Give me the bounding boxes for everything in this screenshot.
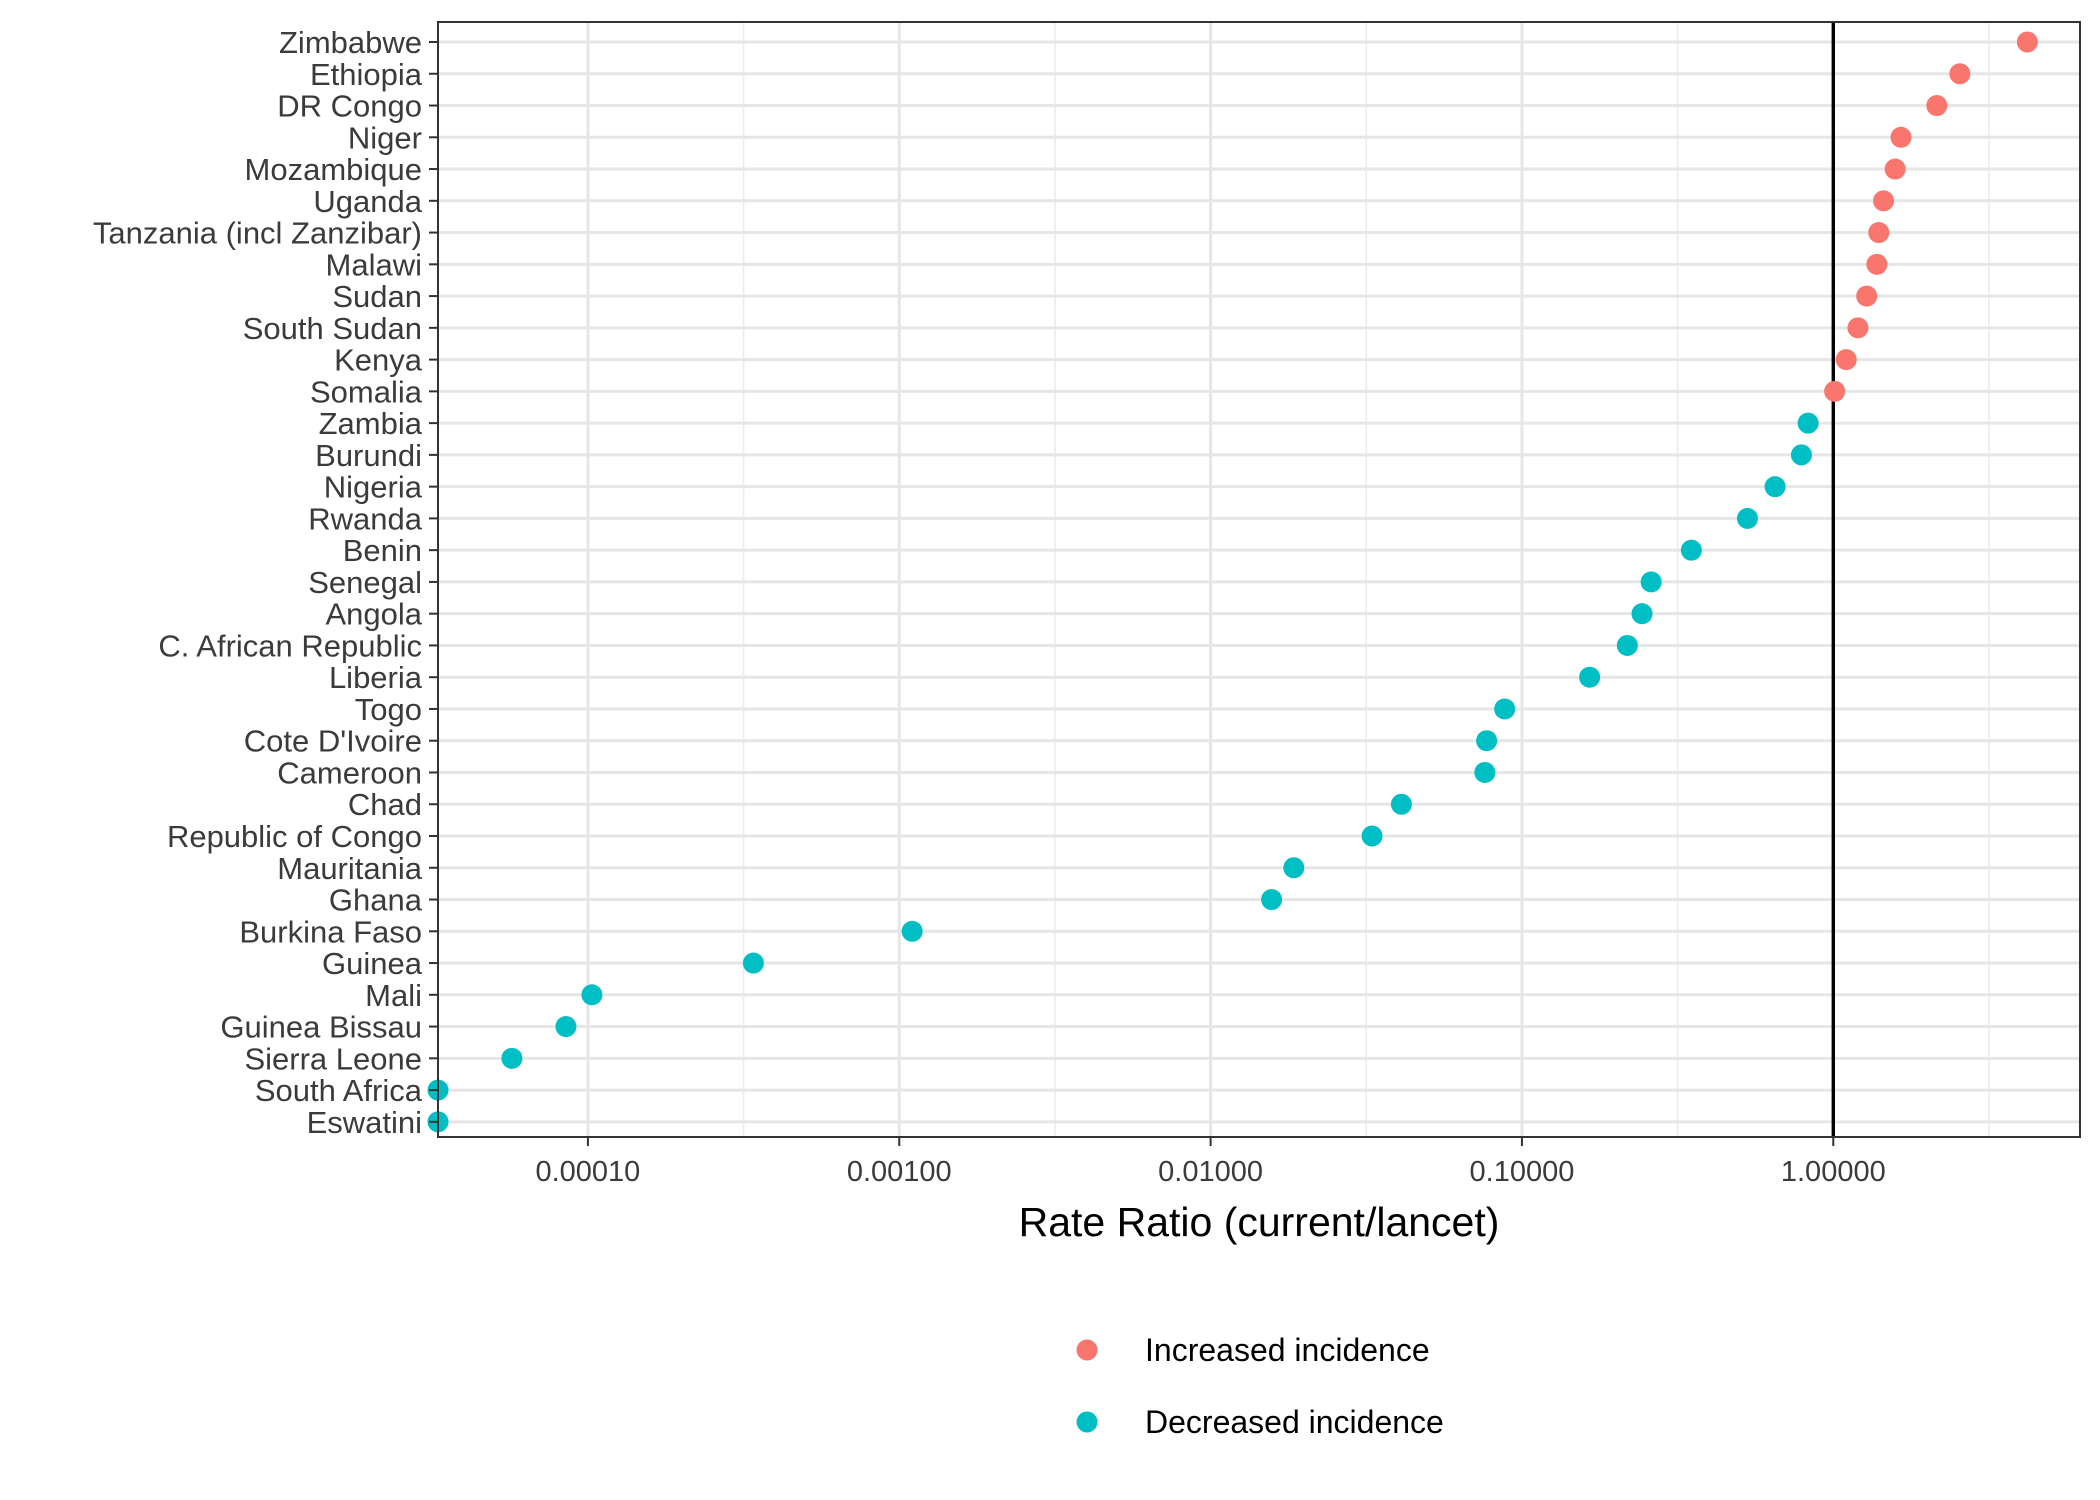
y-tick-label: Rwanda: [308, 501, 422, 536]
data-point: [1736, 507, 1758, 529]
y-tick-label: Tanzania (incl Zanzibar): [93, 216, 422, 251]
y-tick-label: Nigeria: [324, 470, 423, 505]
plot-border: [437, 21, 2081, 1138]
y-tick-label: Sudan: [332, 279, 422, 314]
data-point: [2016, 31, 2038, 53]
y-tick-label: Kenya: [334, 343, 423, 378]
data-point: [1283, 857, 1305, 879]
plot-panel: [438, 22, 2080, 1137]
plot-background: [438, 22, 2080, 1137]
data-point: [1476, 730, 1498, 752]
minor-gridlines: [742, 22, 1990, 1137]
y-tick-label: Malawi: [326, 247, 422, 282]
data-point: [1790, 444, 1812, 466]
y-tick-label: Mozambique: [245, 152, 422, 187]
y-tick-label: Ethiopia: [310, 57, 423, 92]
legend-key: [1076, 1411, 1098, 1433]
legend-label: Increased incidence: [1145, 1332, 1430, 1368]
y-tick-label: Burundi: [315, 438, 422, 473]
y-tick-label: DR Congo: [277, 89, 422, 124]
y-tick-label: Sierra Leone: [244, 1041, 422, 1076]
y-tick-label: Ghana: [329, 883, 423, 918]
x-tick-label: 0.00100: [847, 1156, 952, 1188]
y-tick-label: Zambia: [319, 406, 423, 441]
y-tick-label: Cameroon: [277, 755, 422, 790]
data-points: [427, 31, 2038, 1133]
data-point: [1847, 317, 1869, 339]
data-point: [501, 1047, 523, 1069]
data-point: [1797, 412, 1819, 434]
data-point: [1680, 539, 1702, 561]
x-axis-title: Rate Ratio (current/lancet): [1019, 1199, 1500, 1245]
plot-border-group: [437, 21, 2081, 1138]
data-point: [1631, 603, 1653, 625]
data-point: [1261, 889, 1283, 911]
y-tick-label: Senegal: [308, 565, 422, 600]
y-tick-label: Liberia: [329, 660, 423, 695]
y-tick-label: Chad: [348, 787, 422, 822]
x-tick-label: 1.00000: [1781, 1156, 1886, 1188]
y-tick-label: Mauritania: [277, 851, 422, 886]
y-tick-label: Republic of Congo: [167, 819, 422, 854]
y-tick-label: Niger: [348, 120, 422, 155]
y-tick-label: C. African Republic: [158, 628, 422, 663]
data-point: [1926, 95, 1948, 117]
y-tick-label: Somalia: [310, 374, 423, 409]
data-point: [1390, 793, 1412, 815]
data-point: [1764, 476, 1786, 498]
y-tick-label: Angola: [325, 597, 422, 632]
y-tick-label: Guinea Bissau: [220, 1010, 422, 1045]
y-tick-label: Cote D'Ivoire: [244, 724, 422, 759]
data-point: [1856, 285, 1878, 307]
data-point: [1640, 571, 1662, 593]
y-tick-label: Zimbabwe: [279, 25, 422, 60]
legend: Increased incidence Decreased incidence: [1076, 1332, 1444, 1440]
y-tick-label: Mali: [365, 978, 422, 1013]
y-tick-label: South Sudan: [243, 311, 422, 346]
y-tick-label: South Africa: [255, 1073, 423, 1108]
x-tick-label: 0.10000: [1470, 1156, 1575, 1188]
data-point: [1835, 349, 1857, 371]
x-tick-label: 0.00010: [535, 1156, 640, 1188]
y-tick-label: Eswatini: [307, 1105, 422, 1140]
data-point: [1579, 666, 1601, 688]
data-point: [742, 952, 764, 974]
data-point: [1824, 380, 1846, 402]
data-point: [1616, 634, 1638, 656]
data-point: [555, 1016, 577, 1038]
data-point: [1890, 126, 1912, 148]
data-point: [1361, 825, 1383, 847]
legend-label: Decreased incidence: [1145, 1404, 1444, 1440]
x-tick-label: 0.01000: [1158, 1156, 1263, 1188]
data-point: [901, 920, 923, 942]
y-tick-label: Benin: [343, 533, 422, 568]
data-point: [1866, 253, 1888, 275]
data-point: [1873, 190, 1895, 212]
data-point: [1949, 63, 1971, 85]
data-point: [581, 984, 603, 1006]
data-point: [1884, 158, 1906, 180]
legend-key: [1076, 1339, 1098, 1361]
data-point: [1494, 698, 1516, 720]
y-tick-label: Burkina Faso: [239, 914, 422, 949]
y-tick-label: Togo: [355, 692, 422, 727]
y-tick-label: Guinea: [322, 946, 423, 981]
x-axis: 0.00010 0.00100 0.01000 0.10000 1.00000: [535, 1137, 1886, 1188]
y-tick-label: Uganda: [313, 184, 422, 219]
data-point: [1868, 222, 1890, 244]
data-point: [1474, 761, 1496, 783]
